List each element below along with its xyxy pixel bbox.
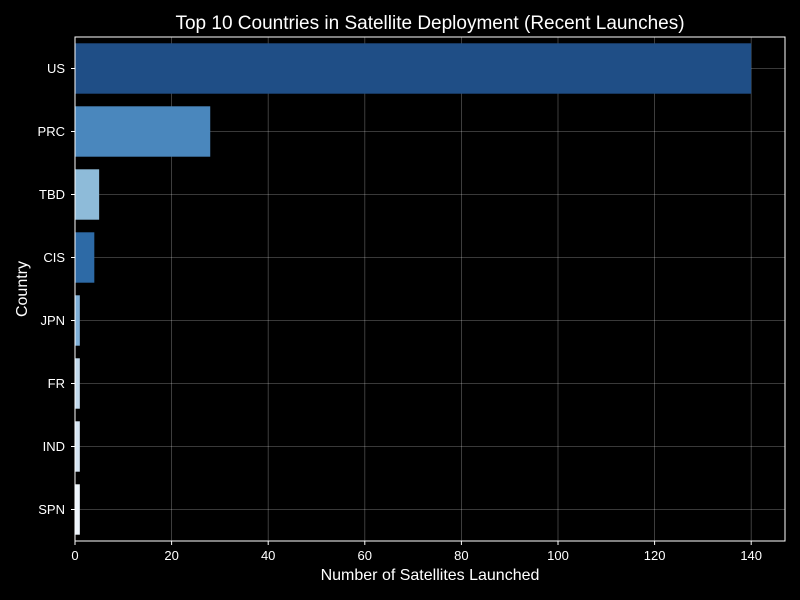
bar-fr — [75, 358, 80, 409]
x-tick-label: 80 — [454, 548, 468, 563]
y-tick-label: FR — [48, 376, 65, 391]
plot-frame — [74, 36, 786, 542]
x-tick-label: 120 — [644, 548, 666, 563]
bar-ind — [75, 421, 80, 472]
bar-us — [75, 43, 752, 94]
x-tick-label: 20 — [164, 548, 178, 563]
grid-layer — [74, 37, 785, 541]
chart-title: Top 10 Countries in Satellite Deployment… — [175, 13, 684, 34]
y-axis-ticks: US PRC TBD CIS JPN FR IND SPN — [38, 61, 75, 517]
bar-jpn — [75, 295, 80, 346]
x-tick-label: 60 — [358, 548, 372, 563]
y-tick-label: TBD — [39, 187, 65, 202]
y-tick-label: CIS — [43, 250, 65, 265]
bar-cis — [75, 232, 95, 283]
y-tick-label: JPN — [40, 313, 65, 328]
x-tick-label: 140 — [740, 548, 762, 563]
y-tick-label: PRC — [38, 124, 65, 139]
x-axis-label: Number of Satellites Launched — [321, 567, 540, 584]
y-tick-label: SPN — [38, 502, 65, 517]
y-axis-label: Country — [14, 261, 31, 317]
bar-spn — [75, 484, 80, 535]
bar-layer — [75, 43, 752, 535]
x-tick-label: 100 — [547, 548, 569, 563]
y-tick-label: IND — [43, 439, 65, 454]
x-tick-label: 0 — [71, 548, 78, 563]
bar-prc — [75, 106, 211, 157]
x-axis-ticks: 0 20 40 60 80 100 120 140 — [71, 541, 762, 563]
y-tick-label: US — [47, 61, 65, 76]
bar-tbd — [75, 169, 100, 220]
x-tick-label: 40 — [261, 548, 275, 563]
